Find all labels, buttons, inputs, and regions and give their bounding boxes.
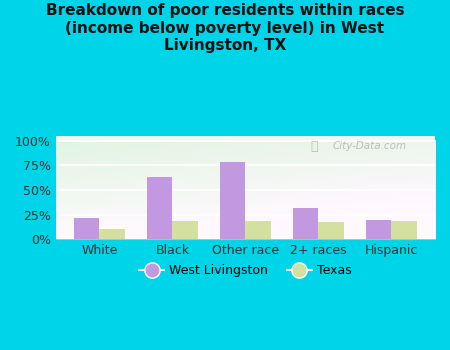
Bar bbox=[147, 177, 172, 239]
Bar bbox=[318, 223, 344, 239]
Bar bbox=[245, 220, 271, 239]
Bar bbox=[391, 220, 417, 239]
Bar bbox=[99, 229, 125, 239]
Text: ⓘ: ⓘ bbox=[310, 140, 317, 153]
Bar bbox=[220, 162, 245, 239]
Bar bbox=[366, 219, 391, 239]
Bar bbox=[172, 220, 198, 239]
Bar bbox=[293, 208, 318, 239]
Text: City-Data.com: City-Data.com bbox=[333, 141, 407, 151]
Text: Breakdown of poor residents within races
(income below poverty level) in West
Li: Breakdown of poor residents within races… bbox=[46, 4, 404, 53]
Legend: West Livingston, Texas: West Livingston, Texas bbox=[134, 259, 356, 282]
Bar bbox=[74, 218, 99, 239]
